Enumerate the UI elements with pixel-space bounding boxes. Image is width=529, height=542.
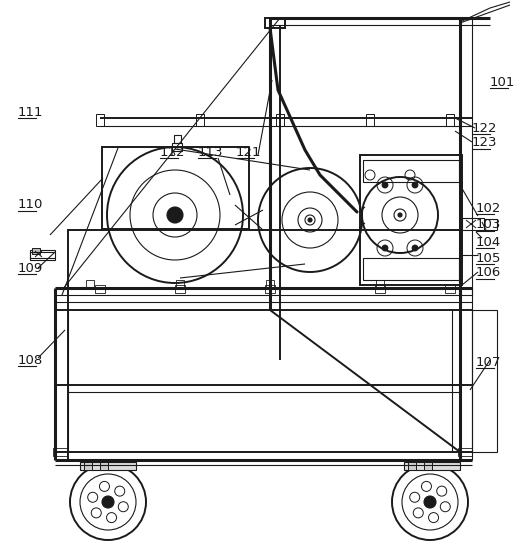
Bar — [265, 18, 285, 28]
Bar — [363, 258, 459, 280]
Text: 112: 112 — [160, 145, 186, 158]
Bar — [366, 114, 374, 126]
Bar — [458, 448, 472, 456]
Bar — [375, 285, 385, 293]
Bar — [100, 462, 108, 470]
Bar — [30, 250, 55, 260]
Bar — [80, 462, 136, 470]
Bar — [174, 135, 181, 143]
Circle shape — [412, 245, 418, 251]
Text: 108: 108 — [18, 353, 43, 366]
Circle shape — [398, 213, 402, 217]
Bar — [408, 462, 416, 470]
Bar — [472, 310, 497, 452]
Bar — [462, 218, 484, 230]
Text: 103: 103 — [476, 218, 501, 231]
Bar — [446, 114, 454, 126]
Bar — [176, 280, 184, 288]
Bar — [172, 143, 182, 151]
Bar — [84, 462, 92, 470]
Text: 123: 123 — [472, 137, 497, 150]
Circle shape — [102, 496, 114, 508]
Bar — [175, 285, 185, 293]
Circle shape — [412, 182, 418, 188]
Text: 122: 122 — [472, 121, 497, 134]
Circle shape — [382, 182, 388, 188]
Bar — [95, 285, 105, 293]
Text: 121: 121 — [236, 145, 261, 158]
Bar — [404, 462, 460, 470]
Circle shape — [424, 496, 436, 508]
Bar — [86, 280, 94, 288]
Bar — [53, 448, 67, 456]
Text: 105: 105 — [476, 251, 501, 264]
Text: 113: 113 — [198, 145, 223, 158]
Bar — [96, 114, 104, 126]
Bar — [424, 462, 432, 470]
Bar — [266, 280, 274, 288]
Text: 104: 104 — [476, 236, 501, 248]
Bar — [445, 285, 455, 293]
Text: 101: 101 — [490, 75, 515, 88]
Circle shape — [308, 218, 312, 222]
Bar — [360, 155, 462, 285]
Bar — [32, 248, 40, 254]
Bar — [276, 114, 284, 126]
Bar — [376, 280, 384, 288]
Text: 109: 109 — [18, 261, 43, 274]
Bar — [363, 160, 459, 182]
Bar — [68, 230, 460, 288]
Circle shape — [382, 245, 388, 251]
Text: 106: 106 — [476, 267, 501, 280]
Bar — [196, 114, 204, 126]
Text: 110: 110 — [18, 198, 43, 211]
Text: 102: 102 — [476, 202, 501, 215]
Bar — [265, 285, 275, 293]
Circle shape — [167, 207, 183, 223]
Text: 111: 111 — [18, 106, 43, 119]
Bar — [102, 147, 249, 229]
Text: 107: 107 — [476, 356, 501, 369]
